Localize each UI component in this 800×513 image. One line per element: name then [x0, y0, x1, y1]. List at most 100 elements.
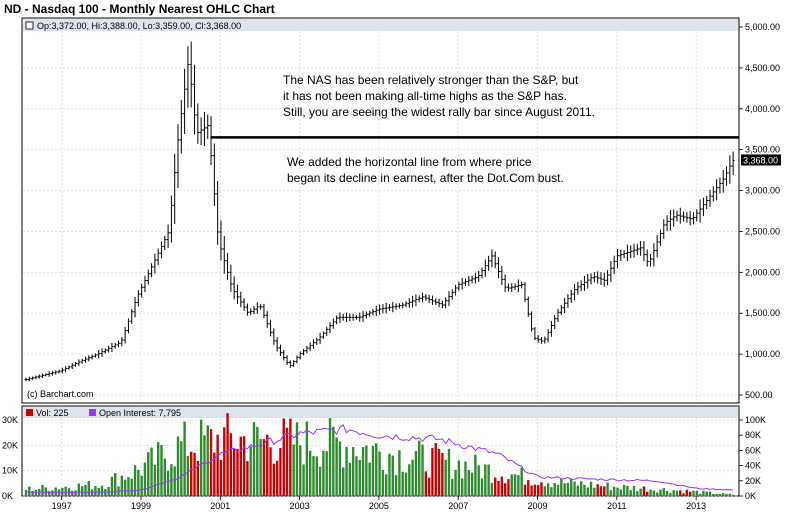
ohlc-bar: [341, 313, 345, 321]
oi-tick-label: 20K: [745, 476, 761, 486]
ohlc-bar: [67, 365, 71, 370]
volume-bar: [378, 451, 381, 496]
volume-bar: [454, 469, 457, 496]
volume-bar: [71, 490, 74, 496]
volume-bar: [318, 466, 322, 496]
ohlc-bar: [460, 277, 464, 290]
ohlc-bar: [440, 300, 444, 309]
ohlc-bar: [146, 269, 150, 285]
ohlc-bar: [249, 308, 253, 316]
time-tick-label: 2001: [210, 501, 230, 511]
ohlc-bar: [120, 336, 124, 347]
volume-bar: [421, 444, 424, 496]
ohlc-bar: [533, 327, 537, 341]
ohlc-bar: [193, 64, 197, 135]
volume-bar: [246, 461, 249, 496]
ohlc-bar: [209, 116, 213, 166]
volume-bar: [500, 476, 504, 496]
volume-bar: [213, 452, 216, 496]
ohlc-bar: [212, 143, 216, 206]
ohlc-bar: [117, 340, 121, 348]
ohlc-bar: [576, 281, 580, 295]
oi-tick-label: 80K: [745, 430, 761, 440]
volume-bar: [193, 452, 196, 496]
volume-bar: [308, 450, 312, 496]
volume-bar: [460, 478, 464, 496]
ohlc-bar: [57, 369, 61, 374]
ohlc-bar: [444, 297, 448, 309]
volume-bar: [180, 441, 183, 496]
last-price-label: 3,368.00: [741, 154, 781, 166]
volume-bar: [510, 474, 513, 496]
ohlc-bar: [328, 322, 332, 333]
time-tick-label: 2003: [290, 501, 310, 511]
volume-bar: [127, 477, 130, 496]
volume-bar: [655, 492, 659, 496]
volume-bar: [715, 493, 718, 496]
volume-bar: [692, 490, 695, 496]
volume-bar: [289, 418, 292, 496]
ohlc-bar: [510, 283, 514, 292]
ohlc-bar: [123, 326, 127, 344]
price-tick-label: 2,000.00: [745, 267, 780, 277]
volume-bar: [543, 486, 546, 496]
volume-bar: [609, 490, 613, 496]
volume-bar: [728, 493, 732, 496]
ohlc-bar: [467, 275, 471, 286]
ohlc-bar: [275, 337, 279, 352]
ohlc-bar: [675, 210, 679, 222]
volume-bar: [642, 486, 646, 496]
ohlc-bar: [582, 275, 586, 291]
ohlc-bar: [311, 339, 315, 349]
ohlc-bar: [64, 366, 68, 373]
volume-bar: [513, 474, 517, 496]
volume-bar: [312, 456, 315, 496]
volume-bar: [441, 453, 444, 496]
volume-bar: [636, 491, 639, 496]
volume-bar: [731, 494, 735, 496]
ohlc-bar: [698, 199, 702, 223]
ohlc-bar: [338, 312, 342, 324]
ohlc-bar: [718, 177, 722, 194]
volume-bar: [269, 447, 272, 496]
volume-bar: [375, 443, 378, 496]
volume-bar: [672, 490, 675, 496]
price-legend-box: [23, 19, 738, 31]
ohlc-bar: [80, 358, 84, 364]
ohlc-bar: [292, 360, 296, 367]
ohlc-bar: [232, 276, 236, 300]
ohlc-bar: [526, 296, 530, 317]
volume-bar: [166, 470, 170, 496]
ohlc-bar: [130, 309, 134, 324]
time-tick-label: 2011: [607, 501, 626, 511]
volume-bar: [348, 462, 352, 496]
time-tick-label: 1999: [131, 501, 151, 511]
volume-bar: [708, 491, 712, 496]
ohlc-bar: [728, 155, 732, 184]
volume-bar: [239, 436, 242, 496]
volume-bar: [216, 434, 219, 496]
time-tick-label: 1997: [52, 501, 72, 511]
vol-legend-swatch: [26, 409, 33, 416]
volume-bar: [34, 489, 38, 496]
ohlc-bar: [397, 303, 401, 309]
ohlc-bar: [93, 353, 97, 358]
ohlc-bar: [427, 294, 431, 303]
ohlc-bar: [226, 253, 230, 280]
volume-bar: [576, 485, 580, 496]
volume-bar: [632, 486, 636, 496]
volume-bar: [302, 464, 305, 496]
volume-bar: [322, 450, 325, 496]
volume-bar: [477, 465, 480, 496]
ohlc-bar: [506, 283, 510, 292]
volume-bar: [355, 456, 358, 496]
volume-bar: [725, 493, 728, 496]
price-legend: Op:3,372.00, Hi:3,388.00, Lo:3,359.00, C…: [37, 21, 241, 31]
ohlc-bar: [378, 304, 382, 315]
price-panel: Op:3,372.00, Hi:3,388.00, Lo:3,359.00, C…: [21, 17, 781, 404]
ohlc-bar: [503, 274, 507, 293]
ohlc-bar: [682, 211, 686, 222]
volume-bar: [639, 488, 642, 496]
volume-bar: [662, 488, 665, 496]
ohlc-bar: [691, 211, 695, 225]
